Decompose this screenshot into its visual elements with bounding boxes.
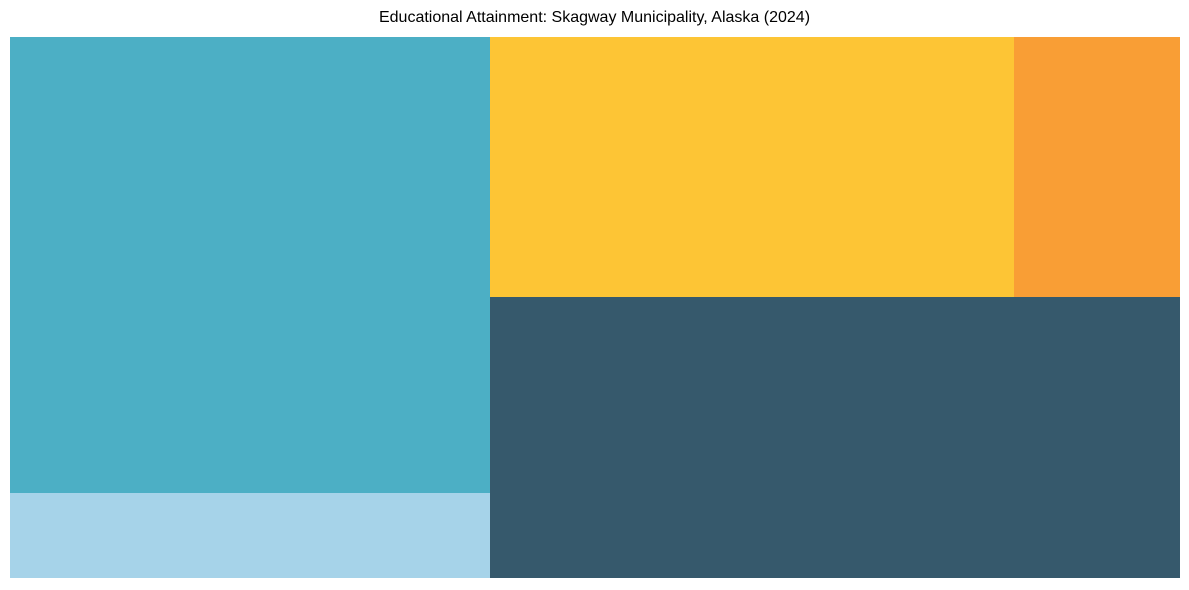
chart-title: Educational Attainment: Skagway Municipa…: [378, 9, 811, 26]
treemap-tile-light-blue: [10, 493, 490, 578]
treemap-tile-teal: [10, 37, 490, 493]
treemap-tile-yellow: [490, 37, 1014, 297]
treemap-plot: [10, 37, 1180, 578]
treemap-tile-orange: [1014, 37, 1180, 297]
treemap-tile-dark-slate: [490, 297, 1180, 578]
